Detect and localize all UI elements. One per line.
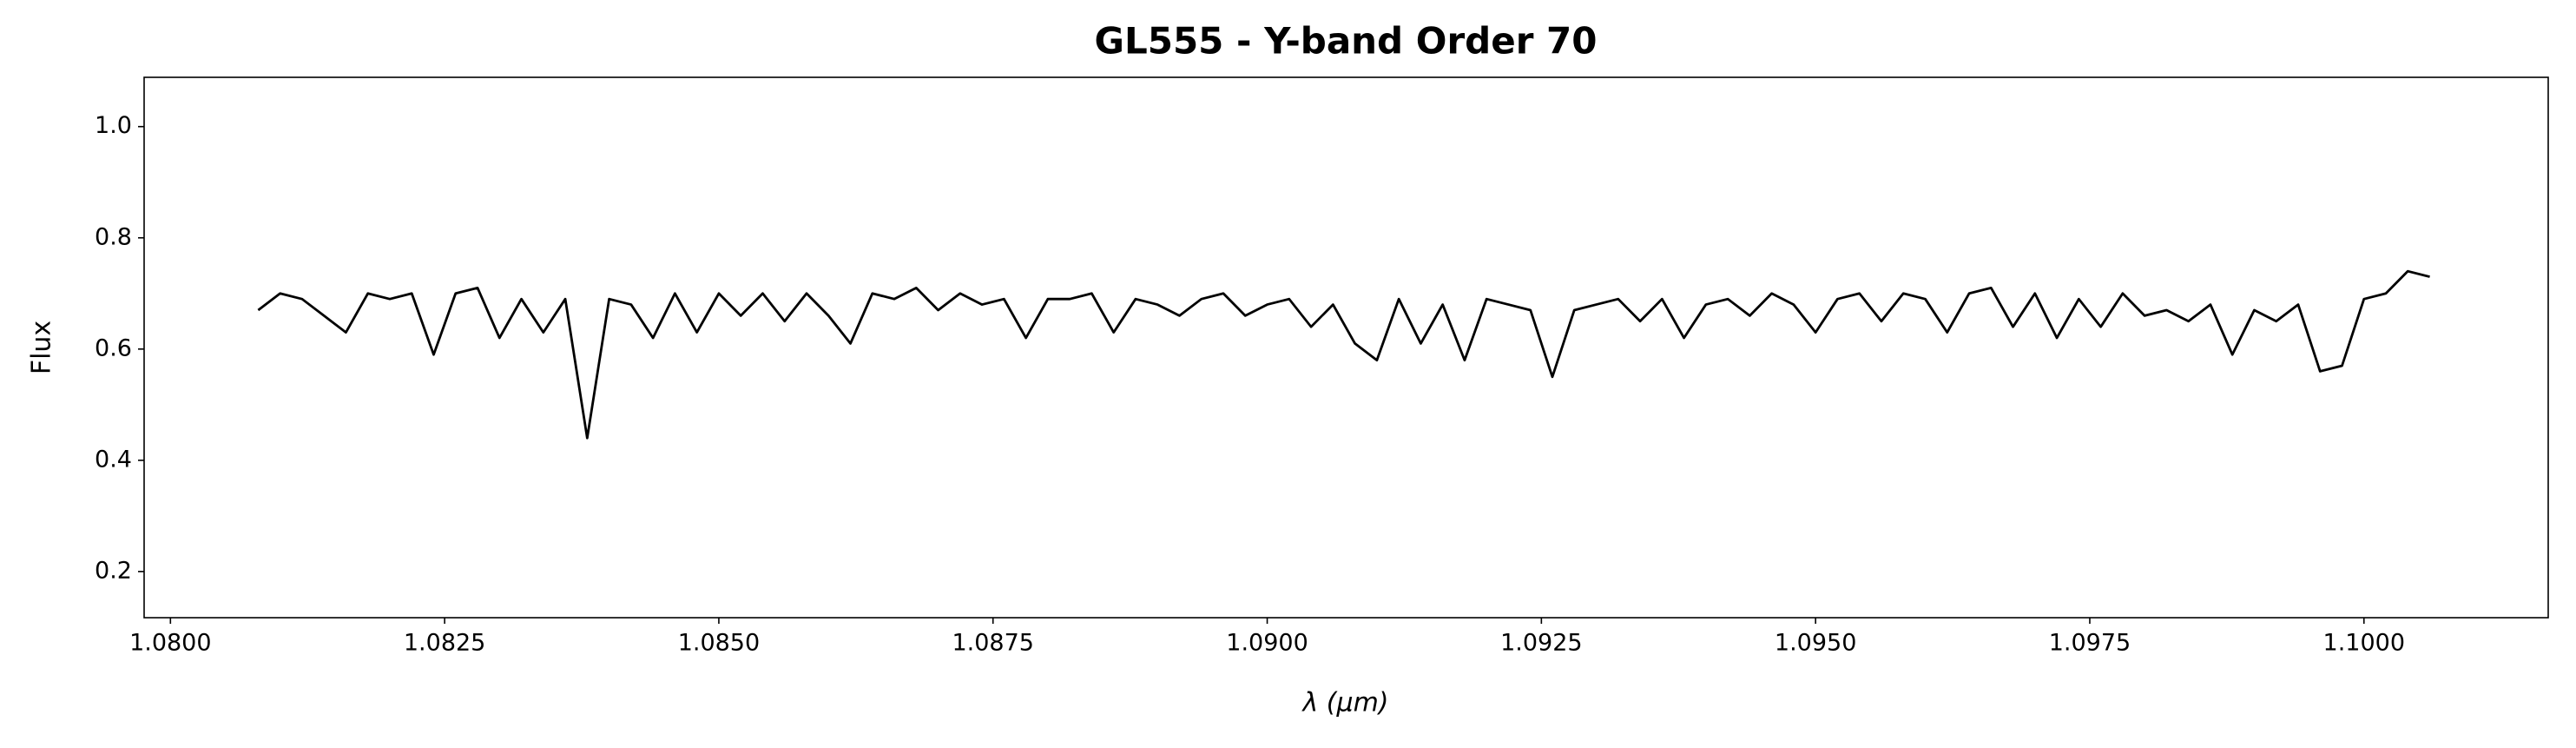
x-tick-label: 1.0825 — [404, 630, 485, 657]
y-tick-label: 0.6 — [95, 334, 132, 361]
y-tick-label: 1.0 — [95, 112, 132, 139]
y-tick-label: 0.2 — [95, 557, 132, 584]
x-axis-label: λ (μm) — [1301, 688, 1388, 718]
x-tick-label: 1.0925 — [1500, 630, 1582, 657]
spectrum-line — [257, 269, 2430, 440]
x-tick-label: 1.0900 — [1226, 630, 1308, 657]
x-tick-label: 1.0950 — [1775, 630, 1856, 657]
chart-title: GL555 - Y-band Order 70 — [1095, 20, 1598, 63]
y-tick-label: 0.8 — [95, 223, 132, 250]
x-tick-label: 1.1000 — [2323, 630, 2405, 657]
y-axis-label: Flux — [27, 321, 57, 374]
x-tick-label: 1.0975 — [2049, 630, 2131, 657]
x-tick-label: 1.0850 — [678, 630, 760, 657]
x-tick-label: 1.0800 — [129, 630, 211, 657]
plot-frame — [143, 76, 2549, 619]
y-tick-label: 0.4 — [95, 446, 132, 473]
x-tick-label: 1.0875 — [952, 630, 1033, 657]
